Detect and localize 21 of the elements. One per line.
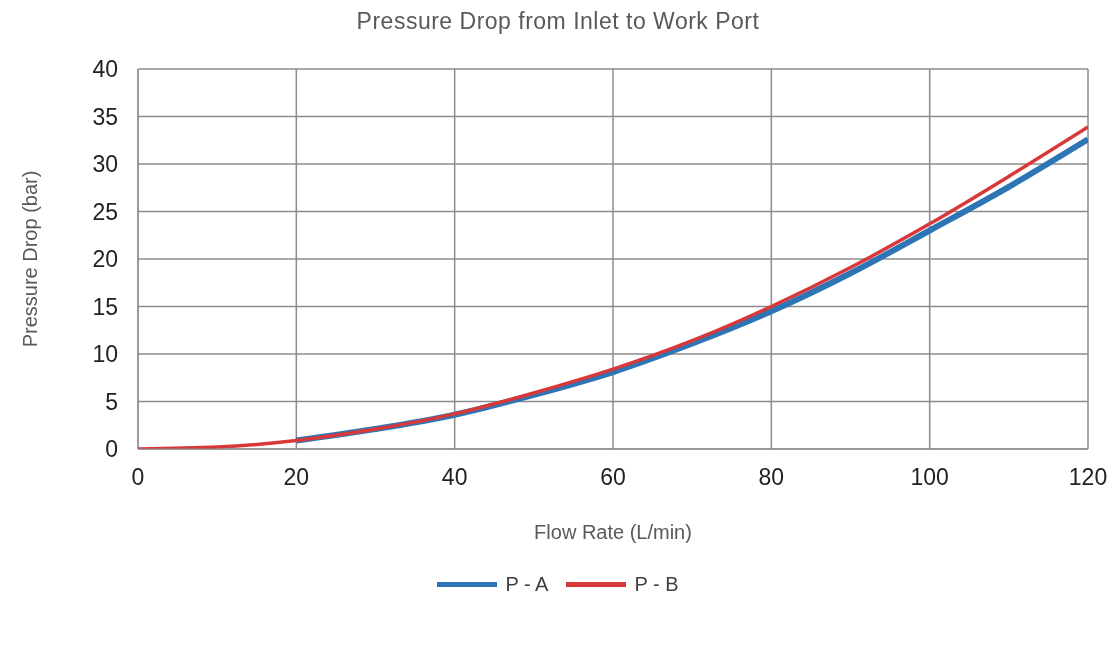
y-tick-label: 30 [92, 151, 118, 178]
x-tick-label: 20 [283, 464, 310, 491]
x-axis-title: Flow Rate (L/min) [534, 521, 692, 543]
x-tick-label: 0 [131, 464, 145, 491]
x-tick-label: 60 [600, 464, 626, 491]
x-tick-label: 40 [441, 464, 468, 491]
y-tick-label: 0 [105, 436, 118, 463]
y-tick-label: 15 [92, 293, 118, 320]
y-tick-label: 35 [92, 103, 118, 130]
x-tick-label: 120 [1068, 464, 1108, 491]
y-tick-label: 10 [92, 341, 118, 368]
y-tick-label: 25 [92, 198, 118, 225]
legend-label: P - B [633, 573, 679, 596]
y-axis-title: Pressure Drop (bar) [19, 170, 42, 348]
x-tick-label: 80 [758, 464, 785, 491]
y-tick-label: 40 [92, 56, 118, 83]
legend-label: P - A [504, 573, 549, 596]
y-tick-label: 5 [105, 388, 118, 415]
chart-title: Pressure Drop from Inlet to Work Port [355, 8, 761, 35]
y-tick-label: 20 [92, 246, 118, 273]
x-tick-label: 100 [910, 464, 949, 491]
